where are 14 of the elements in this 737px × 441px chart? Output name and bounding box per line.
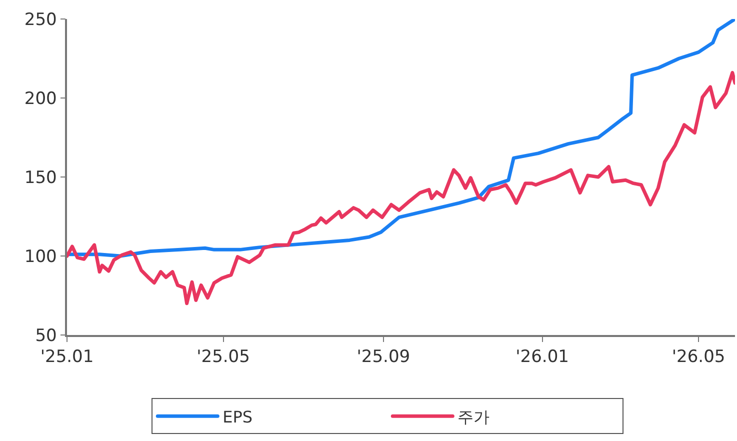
legend-label: EPS	[222, 407, 253, 426]
legend-label: 주가	[458, 407, 490, 426]
y-tick-label: 50	[35, 326, 57, 346]
x-tick-label: '25.01	[40, 347, 94, 368]
line-series	[67, 19, 735, 258]
y-tick-label: 150	[24, 168, 57, 188]
line-series	[67, 70, 735, 306]
y-tick-label: 200	[24, 88, 57, 109]
y-tick-label: 250	[24, 10, 57, 30]
x-tick-label: '25.05	[196, 347, 250, 368]
x-tick-label: '26.01	[516, 347, 569, 368]
x-tick-label: '26.05	[672, 347, 726, 368]
x-tick-label: '25.09	[356, 347, 410, 368]
y-tick-label: 100	[24, 246, 57, 267]
